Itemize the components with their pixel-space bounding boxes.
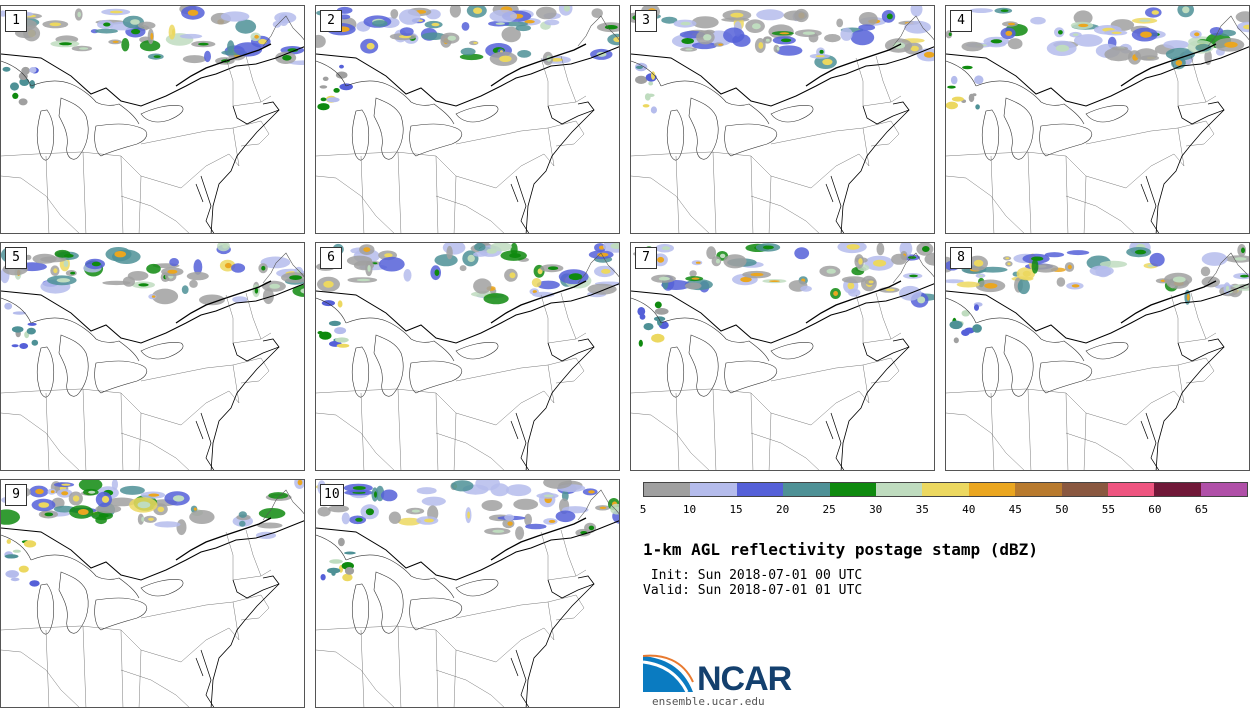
valid-time: Valid: Sun 2018-07-01 01 UTC	[643, 583, 863, 598]
colorbar-segment	[1015, 483, 1062, 496]
member-panel: 8	[945, 242, 1250, 471]
member-panel: 4	[945, 5, 1250, 234]
member-panel: 9	[0, 479, 305, 708]
reflectivity-map	[316, 480, 619, 707]
ncar-url: ensemble.ucar.edu	[652, 695, 765, 708]
colorbar-segment	[736, 483, 784, 496]
colorbar-tick-label: 30	[869, 503, 883, 516]
member-number-label: 5	[5, 247, 27, 269]
colorbar-segment	[690, 483, 737, 496]
colorbar-tick-label: 25	[822, 503, 836, 516]
member-number-label: 8	[950, 247, 972, 269]
colorbar-segment	[783, 483, 830, 496]
member-panel: 7	[630, 242, 935, 471]
member-number-label: 7	[635, 247, 657, 269]
member-panel: 2	[315, 5, 620, 234]
member-panel: 10	[315, 479, 620, 708]
colorbar-segment	[829, 483, 876, 496]
colorbar-tick-label: 10	[682, 503, 697, 516]
init-time: Init: Sun 2018-07-01 00 UTC	[643, 568, 863, 583]
colorbar-tick-label: 15	[729, 503, 743, 516]
reflectivity-map	[946, 243, 1249, 470]
reflectivity-map	[631, 6, 934, 233]
member-number-label: 4	[950, 10, 972, 32]
colorbar-segment	[644, 483, 691, 496]
ncar-logo-text: NCAR	[697, 660, 792, 698]
figure-title: 1-km AGL reflectivity postage stamp (dBZ…	[643, 540, 1038, 559]
colorbar-tick-label: 65	[1194, 503, 1209, 516]
colorbar-tick-label: 45	[1008, 503, 1022, 516]
reflectivity-map	[316, 6, 619, 233]
colorbar-segment	[922, 483, 969, 496]
member-panel: 5	[0, 242, 305, 471]
colorbar-segment	[1107, 483, 1155, 496]
member-panel: 3	[630, 5, 935, 234]
member-number-label: 3	[635, 10, 657, 32]
colorbar-tick-label: 55	[1101, 503, 1115, 516]
reflectivity-map	[316, 243, 619, 470]
reflectivity-colorbar	[643, 482, 1248, 497]
reflectivity-map	[1, 243, 304, 470]
colorbar-tick-label: 40	[962, 503, 976, 516]
reflectivity-map	[1, 6, 304, 233]
colorbar-tick-label: 20	[775, 503, 790, 516]
colorbar-tick-label: 60	[1148, 503, 1162, 516]
ncar-logo-icon	[643, 654, 694, 693]
member-panel: 1	[0, 5, 305, 234]
member-number-label: 9	[5, 484, 27, 506]
colorbar-segment	[968, 483, 1016, 496]
reflectivity-map	[631, 243, 934, 470]
colorbar-ticks: 5 10 15 20 25 30 35 40 45 50 55 60 65	[639, 503, 1248, 517]
colorbar-tick-label: 50	[1055, 503, 1069, 516]
member-panel: 6	[315, 242, 620, 471]
colorbar-segment	[1154, 483, 1201, 496]
member-number-label: 10	[320, 484, 344, 506]
colorbar-tick-label: 5	[639, 503, 647, 516]
reflectivity-map	[1, 480, 304, 707]
member-number-label: 6	[320, 247, 342, 269]
colorbar-segment	[875, 483, 923, 496]
colorbar-segment	[1061, 483, 1108, 496]
colorbar-segment	[1200, 483, 1248, 496]
colorbar-tick-label: 35	[915, 503, 929, 516]
member-number-label: 2	[320, 10, 342, 32]
reflectivity-map	[946, 6, 1249, 233]
member-number-label: 1	[5, 10, 27, 32]
